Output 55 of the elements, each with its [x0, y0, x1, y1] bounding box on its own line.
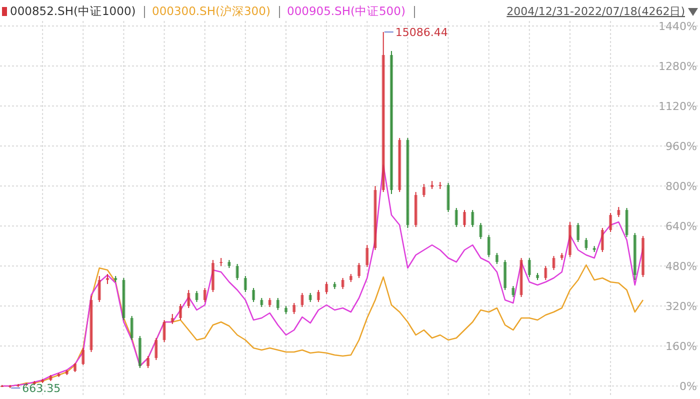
y-tick-label: 0% — [680, 380, 697, 393]
candlestick — [495, 252, 498, 264]
candlestick — [600, 228, 604, 252]
y-tick-label: 960% — [666, 140, 697, 153]
candlestick — [146, 356, 150, 368]
candlestick — [422, 184, 426, 198]
candlestick — [203, 288, 206, 302]
candlestick — [576, 222, 580, 242]
y-tick-label: 480% — [666, 260, 697, 273]
candlestick — [552, 256, 556, 270]
candlestick — [366, 244, 369, 268]
candlestick — [130, 316, 134, 340]
text: 000300.SH(沪深300) — [152, 4, 270, 18]
candlestick — [487, 234, 490, 258]
y-tick-label: 320% — [666, 300, 697, 313]
candlestick — [162, 320, 166, 342]
text: 000905.SH(中证500) — [287, 4, 406, 18]
candlestick — [292, 302, 296, 314]
candlestick — [341, 278, 344, 290]
candlestick — [106, 274, 109, 284]
candlestick — [276, 298, 280, 310]
candlestick — [512, 286, 515, 298]
candlestick — [98, 276, 101, 302]
candlestick — [154, 338, 158, 360]
candlestick — [544, 266, 548, 280]
y-tick-label: 640% — [666, 220, 697, 233]
annotation: 15086.44 — [395, 26, 448, 39]
candlestick — [454, 208, 458, 228]
candlestick — [179, 304, 182, 320]
y-tick-label: 1120% — [658, 100, 697, 113]
candlestick — [617, 206, 620, 218]
candlestick — [244, 276, 247, 292]
chart-subtitle: 2004/12/31-2022/07/18(4262日) — [506, 5, 685, 18]
candlestick — [325, 282, 328, 294]
candlestick — [236, 264, 239, 280]
candlestick — [195, 290, 198, 302]
candlestick — [316, 290, 320, 302]
candlestick — [528, 258, 531, 278]
candlestick — [187, 290, 190, 308]
candlestick — [584, 238, 588, 250]
candlestick — [300, 292, 304, 308]
annotation: 663.35 — [22, 382, 61, 395]
candlestick — [479, 222, 482, 240]
candlestick — [252, 288, 256, 302]
y-tick-label: 1440% — [658, 20, 697, 33]
legend-label: 000852.SH(中证1000) — [10, 4, 136, 18]
y-tick-label: 800% — [666, 180, 697, 193]
candlestick — [609, 212, 612, 232]
candlestick — [462, 210, 466, 228]
y-tick-label: 1280% — [658, 60, 697, 73]
candlestick — [82, 348, 85, 366]
y-tick-label: 160% — [666, 340, 697, 353]
candlestick — [471, 210, 474, 228]
candlestick — [170, 314, 174, 324]
candlestick — [358, 262, 361, 278]
